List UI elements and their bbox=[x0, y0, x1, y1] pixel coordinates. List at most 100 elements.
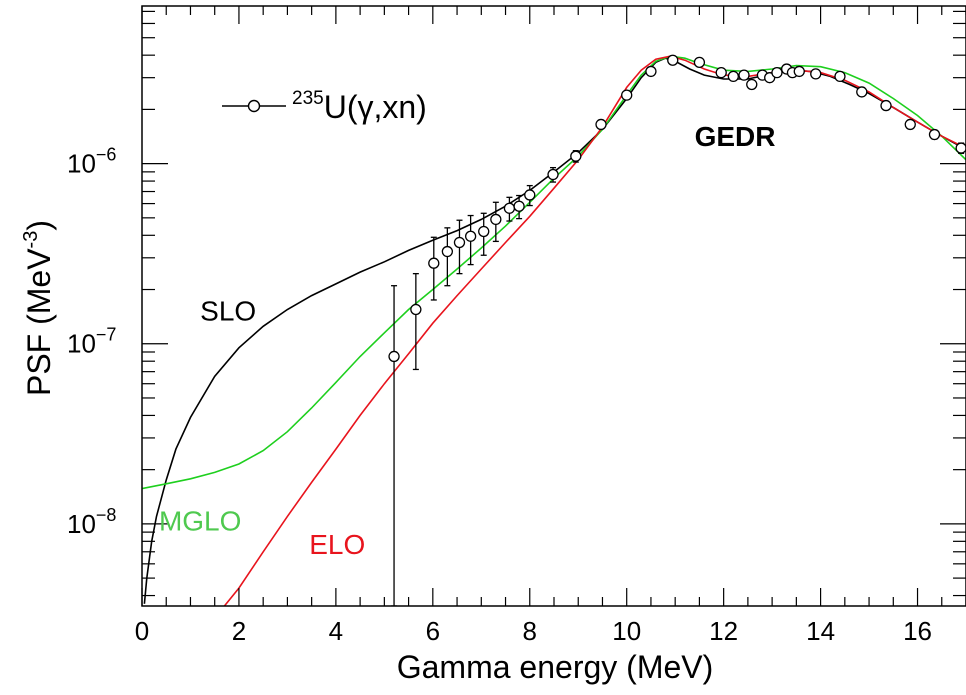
data-points bbox=[388, 54, 966, 606]
point-marker bbox=[513, 200, 525, 212]
y-tick-base: 10 bbox=[67, 509, 96, 539]
point-marker bbox=[595, 118, 607, 131]
data-point bbox=[771, 66, 783, 79]
annotation-elo: ELO bbox=[309, 529, 365, 560]
data-point bbox=[464, 214, 477, 266]
point-marker bbox=[746, 78, 758, 91]
data-point bbox=[727, 70, 739, 83]
point-marker bbox=[428, 257, 440, 269]
data-point bbox=[693, 56, 706, 68]
data-point bbox=[645, 65, 657, 78]
data-point bbox=[478, 212, 490, 256]
y-tick-label: 10−8 bbox=[67, 505, 116, 539]
point-marker bbox=[810, 68, 822, 80]
data-point bbox=[428, 236, 440, 301]
data-point bbox=[570, 150, 582, 163]
data-point bbox=[955, 142, 966, 155]
x-tick-label: 2 bbox=[232, 616, 246, 646]
annotation-gedr: GEDR bbox=[695, 121, 776, 152]
point-marker bbox=[464, 230, 477, 242]
point-marker bbox=[904, 118, 916, 131]
x-tick-label: 14 bbox=[806, 616, 835, 646]
y-tick-base: 10 bbox=[67, 149, 96, 179]
annotation-mglo: MGLO bbox=[159, 505, 241, 536]
y-tick-label: 10−7 bbox=[67, 325, 116, 359]
point-marker bbox=[441, 245, 454, 258]
point-marker bbox=[570, 150, 582, 162]
point-marker bbox=[667, 54, 679, 66]
model-curves bbox=[142, 55, 966, 606]
point-marker bbox=[793, 65, 805, 78]
plot-frame bbox=[141, 5, 966, 607]
y-tick-exp: −8 bbox=[96, 505, 117, 525]
point-marker bbox=[547, 168, 559, 181]
legend-marker bbox=[247, 99, 261, 113]
data-point bbox=[746, 78, 758, 91]
data-point bbox=[810, 68, 822, 80]
curve-elo bbox=[223, 55, 966, 606]
x-tick-labels: 0 2 4 6 8 10 12 14 16 bbox=[135, 616, 932, 646]
data-point bbox=[621, 89, 633, 101]
data-point bbox=[524, 184, 536, 207]
x-tick-label: 6 bbox=[426, 616, 440, 646]
point-marker bbox=[645, 65, 657, 78]
data-point bbox=[738, 69, 750, 81]
data-point bbox=[441, 227, 454, 287]
data-point bbox=[904, 118, 916, 131]
data-point bbox=[547, 166, 559, 183]
y-tick-labels: 10−810−710−6 bbox=[67, 145, 116, 539]
point-marker bbox=[928, 128, 941, 141]
data-point bbox=[928, 128, 941, 141]
point-marker bbox=[738, 69, 750, 81]
axis-ticks bbox=[141, 6, 966, 606]
data-point bbox=[715, 66, 727, 79]
y-tick-exp: −6 bbox=[96, 145, 117, 165]
curve-mglo bbox=[142, 55, 966, 490]
y-axis-title: PSF (MeV-3) bbox=[20, 220, 57, 396]
point-marker bbox=[693, 56, 706, 68]
point-marker bbox=[955, 142, 966, 154]
data-point bbox=[793, 65, 805, 78]
data-point bbox=[513, 194, 525, 220]
x-tick-label: 16 bbox=[903, 616, 932, 646]
x-tick-label: 12 bbox=[709, 616, 738, 646]
point-marker bbox=[410, 303, 422, 316]
y-tick-label: 10−6 bbox=[67, 145, 116, 179]
svg-text:235U(γ,xn): 235U(γ,xn) bbox=[292, 88, 427, 125]
data-point bbox=[490, 201, 502, 243]
point-marker bbox=[388, 350, 400, 363]
x-tick-label: 8 bbox=[523, 616, 537, 646]
point-marker bbox=[715, 66, 727, 79]
point-marker bbox=[621, 89, 633, 101]
legend-label: U(γ,xn) bbox=[324, 89, 427, 125]
y-axis-title-main: PSF (MeV bbox=[21, 248, 57, 396]
point-marker bbox=[453, 236, 466, 249]
x-tick-label: 0 bbox=[135, 616, 149, 646]
data-point bbox=[856, 86, 868, 98]
curve-slo bbox=[143, 57, 966, 604]
x-tick-label: 4 bbox=[329, 616, 343, 646]
point-marker bbox=[856, 86, 868, 98]
curve-annotations: GEDR SLO MGLO ELO bbox=[159, 121, 776, 560]
point-marker bbox=[524, 189, 536, 201]
x-axis-title: Gamma energy (MeV) bbox=[397, 649, 714, 685]
x-tick-label: 10 bbox=[612, 616, 641, 646]
legend-sup: 235 bbox=[292, 88, 324, 109]
data-point bbox=[410, 272, 422, 371]
y-tick-base: 10 bbox=[67, 329, 96, 359]
y-axis-title-close: ) bbox=[21, 220, 57, 231]
point-marker bbox=[834, 70, 846, 83]
point-marker bbox=[727, 70, 739, 83]
y-tick-exp: −7 bbox=[96, 325, 117, 345]
data-point bbox=[834, 70, 846, 83]
point-marker bbox=[490, 213, 502, 226]
point-marker bbox=[771, 66, 783, 79]
point-marker bbox=[880, 99, 892, 112]
y-axis-title-exp: -3 bbox=[20, 231, 42, 249]
data-point bbox=[388, 285, 400, 606]
legend: 235U(γ,xn) bbox=[222, 88, 427, 125]
data-point bbox=[595, 118, 607, 131]
annotation-slo: SLO bbox=[200, 295, 256, 326]
data-point bbox=[453, 219, 466, 275]
